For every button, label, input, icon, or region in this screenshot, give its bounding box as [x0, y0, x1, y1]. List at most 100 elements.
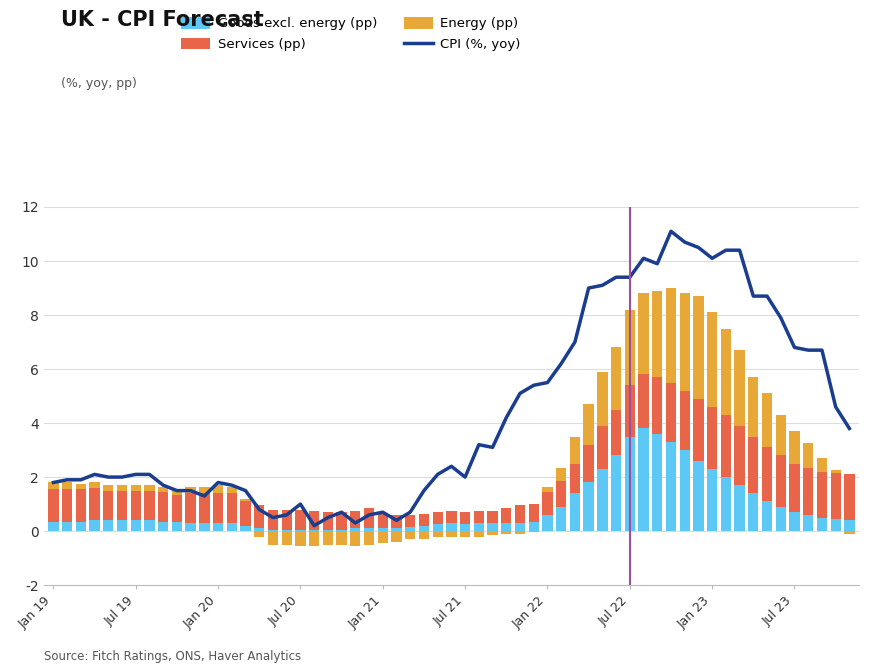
Bar: [584, 404, 593, 445]
Bar: [350, 528, 360, 531]
Bar: [625, 437, 635, 531]
Bar: [405, 515, 415, 527]
Bar: [652, 434, 662, 531]
Bar: [844, 474, 855, 520]
Bar: [172, 521, 182, 531]
Bar: [117, 491, 127, 520]
Bar: [775, 415, 786, 456]
Bar: [488, 511, 497, 523]
Bar: [240, 525, 251, 531]
Bar: [281, 509, 292, 529]
Bar: [433, 531, 443, 537]
Bar: [775, 507, 786, 531]
Bar: [48, 482, 59, 490]
Bar: [625, 385, 635, 437]
Bar: [721, 328, 731, 415]
Bar: [378, 528, 388, 531]
Bar: [199, 487, 210, 494]
Bar: [419, 525, 429, 531]
Bar: [89, 488, 100, 520]
Bar: [817, 472, 827, 517]
Bar: [556, 507, 566, 531]
Bar: [556, 481, 566, 507]
Bar: [267, 531, 278, 545]
Bar: [501, 531, 511, 534]
Bar: [336, 529, 347, 531]
Bar: [392, 528, 402, 531]
Bar: [336, 531, 347, 545]
Bar: [226, 523, 237, 531]
Bar: [734, 350, 745, 426]
Bar: [625, 310, 635, 385]
Bar: [680, 450, 690, 531]
Bar: [130, 520, 141, 531]
Bar: [433, 512, 443, 524]
Bar: [584, 445, 593, 482]
Bar: [62, 490, 73, 521]
Bar: [789, 431, 800, 464]
Bar: [693, 461, 704, 531]
Bar: [172, 490, 182, 495]
Bar: [158, 521, 169, 531]
Bar: [405, 531, 415, 539]
Bar: [281, 531, 292, 545]
Bar: [48, 521, 59, 531]
Bar: [172, 495, 182, 521]
Bar: [775, 456, 786, 507]
Bar: [62, 521, 73, 531]
Bar: [295, 529, 306, 531]
Bar: [447, 531, 456, 537]
Bar: [185, 494, 196, 523]
Bar: [529, 504, 539, 521]
Bar: [48, 490, 59, 521]
Bar: [542, 515, 552, 531]
Bar: [447, 523, 456, 531]
Bar: [529, 521, 539, 531]
Bar: [89, 482, 100, 488]
Bar: [460, 512, 470, 524]
Bar: [199, 494, 210, 523]
Bar: [185, 523, 196, 531]
Bar: [570, 494, 580, 531]
Bar: [611, 410, 621, 456]
Bar: [611, 456, 621, 531]
Bar: [144, 486, 155, 491]
Bar: [803, 468, 814, 515]
Bar: [817, 458, 827, 472]
Bar: [529, 531, 539, 532]
Bar: [666, 442, 676, 531]
Bar: [213, 523, 223, 531]
Bar: [474, 523, 484, 531]
Bar: [281, 529, 292, 531]
Bar: [817, 517, 827, 531]
Bar: [707, 469, 718, 531]
Bar: [419, 513, 429, 525]
Bar: [803, 515, 814, 531]
Bar: [89, 520, 100, 531]
Bar: [364, 531, 374, 545]
Bar: [76, 521, 86, 531]
Bar: [666, 288, 676, 382]
Bar: [584, 482, 593, 531]
Bar: [267, 509, 278, 529]
Bar: [447, 511, 456, 523]
Bar: [364, 508, 374, 528]
Bar: [240, 499, 251, 501]
Bar: [62, 482, 73, 490]
Bar: [570, 437, 580, 464]
Bar: [748, 494, 759, 531]
Bar: [707, 407, 718, 469]
Bar: [392, 515, 402, 528]
Bar: [378, 531, 388, 543]
Bar: [130, 491, 141, 520]
Bar: [474, 531, 484, 537]
Bar: [762, 394, 773, 448]
Bar: [515, 505, 525, 523]
Legend: Goods excl. energy (pp), Services (pp), Energy (pp), CPI (%, yoy): Goods excl. energy (pp), Services (pp), …: [181, 17, 521, 51]
Bar: [226, 494, 237, 523]
Bar: [103, 486, 114, 491]
Bar: [638, 428, 649, 531]
Bar: [734, 486, 745, 531]
Text: Source: Fitch Ratings, ONS, Haver Analytics: Source: Fitch Ratings, ONS, Haver Analyt…: [44, 649, 301, 663]
Bar: [158, 487, 169, 492]
